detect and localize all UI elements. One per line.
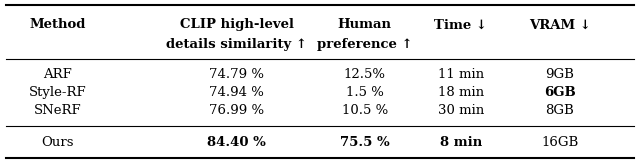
Text: 6GB: 6GB xyxy=(544,86,576,99)
Text: 84.40 %: 84.40 % xyxy=(207,136,266,149)
Text: CLIP high-level: CLIP high-level xyxy=(180,19,294,31)
Text: 74.79 %: 74.79 % xyxy=(209,68,264,80)
Text: Human: Human xyxy=(338,19,392,31)
Text: details similarity ↑: details similarity ↑ xyxy=(166,38,307,51)
Text: 18 min: 18 min xyxy=(438,86,484,99)
Text: VRAM ↓: VRAM ↓ xyxy=(529,19,591,31)
Text: 8GB: 8GB xyxy=(546,104,574,117)
Text: Ours: Ours xyxy=(42,136,74,149)
Text: SNeRF: SNeRF xyxy=(34,104,81,117)
Text: 1.5 %: 1.5 % xyxy=(346,86,384,99)
Text: Style-RF: Style-RF xyxy=(29,86,86,99)
Text: 76.99 %: 76.99 % xyxy=(209,104,264,117)
Text: 75.5 %: 75.5 % xyxy=(340,136,390,149)
Text: 74.94 %: 74.94 % xyxy=(209,86,264,99)
Text: Method: Method xyxy=(29,19,86,31)
Text: 9GB: 9GB xyxy=(545,68,575,80)
Text: 30 min: 30 min xyxy=(438,104,484,117)
Text: ARF: ARF xyxy=(44,68,72,80)
Text: 12.5%: 12.5% xyxy=(344,68,386,80)
Text: 10.5 %: 10.5 % xyxy=(342,104,388,117)
Text: 16GB: 16GB xyxy=(541,136,579,149)
Text: 8 min: 8 min xyxy=(440,136,482,149)
Text: Time ↓: Time ↓ xyxy=(435,19,487,31)
Text: preference ↑: preference ↑ xyxy=(317,38,413,51)
Text: 11 min: 11 min xyxy=(438,68,484,80)
